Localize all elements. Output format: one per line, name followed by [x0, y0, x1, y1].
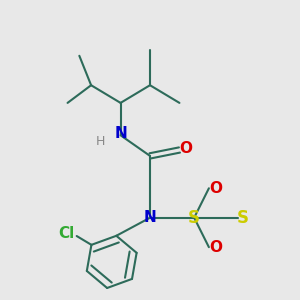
Text: Cl: Cl [58, 226, 74, 241]
Text: O: O [179, 141, 192, 156]
Text: N: N [114, 126, 127, 141]
Text: O: O [209, 240, 222, 255]
Text: H: H [95, 135, 105, 148]
Text: N: N [144, 210, 156, 225]
Text: O: O [209, 181, 222, 196]
Text: S: S [237, 209, 249, 227]
Text: S: S [188, 209, 200, 227]
